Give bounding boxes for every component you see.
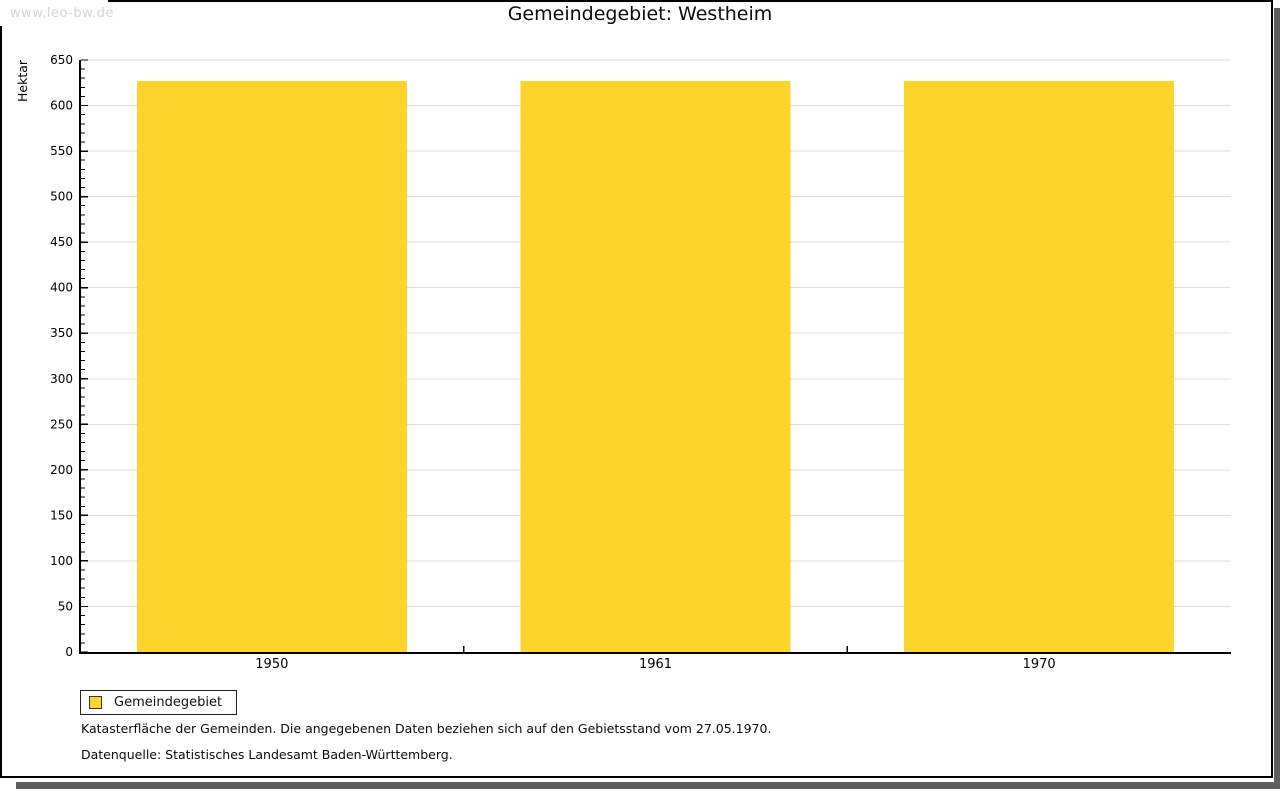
y-axis-title: Hektar — [15, 59, 30, 102]
legend-label: Gemeindegebiet — [114, 695, 223, 710]
footnote-datenquelle: Datenquelle: Statistisches Landesamt Bad… — [81, 747, 453, 762]
bar-1961 — [520, 80, 791, 652]
y-tick-label: 300 — [50, 372, 73, 386]
watermark-text: www.leo-bw.de — [10, 6, 114, 21]
y-tick-label: 50 — [58, 599, 73, 613]
y-tick-label: 600 — [50, 99, 73, 113]
y-tick-label: 250 — [50, 417, 73, 431]
footnote-gebietsstand: Katasterfläche der Gemeinden. Die angege… — [81, 721, 772, 736]
bar-1950 — [136, 80, 407, 652]
legend: Gemeindegebiet — [80, 690, 238, 715]
frame-shadow-right — [1274, 8, 1280, 789]
frame-shadow-bottom — [16, 782, 1280, 789]
y-tick-label: 0 — [65, 645, 73, 659]
x-tick-label: 1961 — [639, 657, 672, 672]
y-tick-label: 200 — [50, 463, 73, 477]
y-tick-label: 150 — [50, 508, 73, 522]
watermark-patch: www.leo-bw.de — [0, 0, 113, 26]
x-tick-label: 1970 — [1023, 657, 1056, 672]
y-tick-label: 550 — [50, 144, 73, 158]
y-tick-label: 650 — [50, 53, 73, 67]
legend-swatch-gemeindegebiet — [89, 696, 102, 709]
page-title: Gemeindegebiet: Westheim — [507, 3, 773, 25]
y-tick-label: 450 — [50, 235, 73, 249]
y-tick-label: 500 — [50, 190, 73, 204]
y-tick-label: 400 — [50, 281, 73, 295]
y-tick-label: 350 — [50, 326, 73, 340]
bar-1970 — [904, 80, 1175, 652]
x-tick-label: 1950 — [255, 657, 288, 672]
y-tick-label: 100 — [50, 554, 73, 568]
